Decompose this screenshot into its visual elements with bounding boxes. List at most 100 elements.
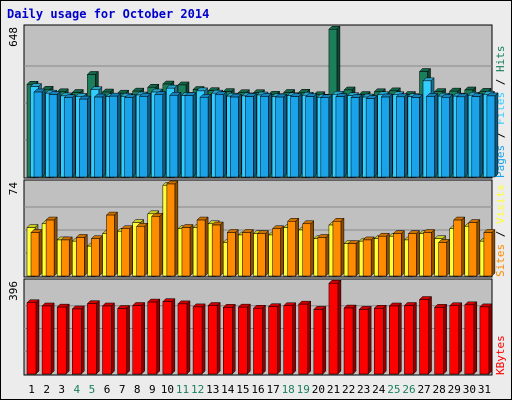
bar-sites-day-20 <box>317 233 330 277</box>
bar-pages-day-25 <box>395 93 408 178</box>
bar-pages-day-29 <box>456 93 469 178</box>
bar-sites-day-29 <box>453 216 466 277</box>
bar-kbytes-day-2 <box>41 302 55 375</box>
bar-sites-day-30 <box>468 218 481 277</box>
bar-kbytes-day-7 <box>116 304 131 375</box>
x-tick-day-14: 14 <box>221 383 235 396</box>
bar-kbytes-day-27 <box>418 295 433 375</box>
x-tick-day-30: 30 <box>463 383 476 396</box>
x-tick-day-23: 23 <box>357 383 370 396</box>
x-tick-day-8: 8 <box>134 383 141 396</box>
bar-sites-day-31 <box>483 228 496 277</box>
bar-sites-day-26 <box>407 230 421 277</box>
bar-pages-day-28 <box>441 93 454 178</box>
bar-sites-day-6 <box>105 211 119 277</box>
bar-sites-day-12 <box>196 216 209 277</box>
x-tick-day-16: 16 <box>251 383 264 396</box>
x-tick-day-26: 26 <box>402 383 415 396</box>
bar-pages-day-20 <box>320 94 333 178</box>
x-tick-day-18: 18 <box>282 383 295 396</box>
x-tick-day-1: 1 <box>28 383 35 396</box>
x-tick-day-13: 13 <box>206 383 219 396</box>
bar-pages-day-3 <box>63 94 76 178</box>
x-tick-day-2: 2 <box>43 383 50 396</box>
bar-pages-day-7 <box>123 94 137 178</box>
bar-pages-day-16 <box>259 92 273 178</box>
bar-sites-day-15 <box>241 228 254 277</box>
bar-kbytes-day-9 <box>147 298 161 375</box>
bar-pages-day-4 <box>78 95 91 178</box>
bar-sites-day-1 <box>30 228 43 277</box>
bar-pages-day-9 <box>154 91 167 178</box>
bar-pages-day-11 <box>184 92 197 178</box>
bar-kbytes-day-11 <box>177 300 191 375</box>
x-tick-day-5: 5 <box>89 383 96 396</box>
x-axis-tick-labels: 1 2 3 4 5 6 7 8 9 10 11 12 13 14 15 16 17 18 19 20 21 22 23 24 2… <box>28 383 491 396</box>
x-tick-day-11: 11 <box>176 383 189 396</box>
bar-sites-day-19 <box>302 220 315 277</box>
x-tick-day-22: 22 <box>342 383 355 396</box>
bar-sites-day-13 <box>211 221 224 277</box>
bar-pages-day-12 <box>199 93 212 178</box>
x-tick-day-15: 15 <box>236 383 249 396</box>
bar-pages-day-15 <box>244 93 257 178</box>
bar-sites-day-24 <box>377 232 390 277</box>
bar-sites-day-21 <box>332 217 345 277</box>
x-tick-day-12: 12 <box>191 383 204 396</box>
bar-pages-day-22 <box>350 93 363 178</box>
bar-sites-day-28 <box>438 238 451 277</box>
bar-sites-day-22 <box>347 240 360 277</box>
bar-pages-day-24 <box>380 93 393 178</box>
bar-pages-day-8 <box>139 92 152 178</box>
bar-sites-day-23 <box>362 236 375 277</box>
bar-pages-day-13 <box>214 91 227 178</box>
x-tick-day-28: 28 <box>433 383 446 396</box>
x-tick-day-24: 24 <box>372 383 386 396</box>
bar-sites-day-7 <box>120 225 134 277</box>
bar-sites-day-11 <box>181 223 194 277</box>
bar-kbytes-day-21 <box>328 279 342 375</box>
x-tick-day-3: 3 <box>58 383 65 396</box>
bar-kbytes-day-1 <box>26 299 40 375</box>
bar-kbytes-day-16 <box>252 304 267 375</box>
x-tick-day-31: 31 <box>478 383 491 396</box>
bar-pages-day-19 <box>305 93 318 178</box>
bar-pages-day-6 <box>108 92 122 178</box>
bar-kbytes-day-10 <box>162 298 176 375</box>
ymax-label-sites-visits: 74 <box>7 182 20 196</box>
bar-pages-day-30 <box>471 93 484 178</box>
x-tick-day-9: 9 <box>149 383 156 396</box>
bar-sites-day-27 <box>422 228 436 277</box>
bar-kbytes-day-28 <box>434 303 448 375</box>
bar-pages-day-17 <box>274 93 288 178</box>
bar-kbytes-day-20 <box>313 305 327 375</box>
bar-sites-day-3 <box>60 236 73 277</box>
side-label-sites-visits: Sites / Visits <box>494 184 507 277</box>
bar-sites-day-10 <box>166 180 179 277</box>
bar-sites-day-25 <box>392 230 405 277</box>
bar-kbytes-day-26 <box>403 301 418 375</box>
bar-pages-day-1 <box>33 88 46 178</box>
bar-sites-day-9 <box>151 212 164 277</box>
x-tick-day-6: 6 <box>104 383 111 396</box>
bar-kbytes-day-25 <box>388 302 402 375</box>
bar-kbytes-day-29 <box>449 302 463 375</box>
bar-kbytes-day-12 <box>192 303 206 375</box>
bar-kbytes-day-22 <box>343 304 357 375</box>
x-tick-day-10: 10 <box>161 383 174 396</box>
bar-kbytes-day-4 <box>71 305 85 375</box>
bar-kbytes-day-8 <box>132 301 146 375</box>
x-tick-day-17: 17 <box>266 383 279 396</box>
bar-kbytes-day-23 <box>358 305 372 375</box>
x-tick-day-4: 4 <box>74 383 81 396</box>
bar-kbytes-day-6 <box>101 302 116 375</box>
bar-kbytes-day-3 <box>56 303 70 375</box>
bar-sites-day-5 <box>90 235 103 277</box>
bar-kbytes-day-13 <box>207 301 221 375</box>
chart-title: Daily usage for October 2014 <box>7 7 210 21</box>
bar-kbytes-day-24 <box>373 304 387 375</box>
bar-pages-day-10 <box>169 91 182 178</box>
bar-kbytes-day-30 <box>464 301 478 375</box>
x-tick-day-29: 29 <box>448 383 461 396</box>
x-tick-day-7: 7 <box>119 383 126 396</box>
